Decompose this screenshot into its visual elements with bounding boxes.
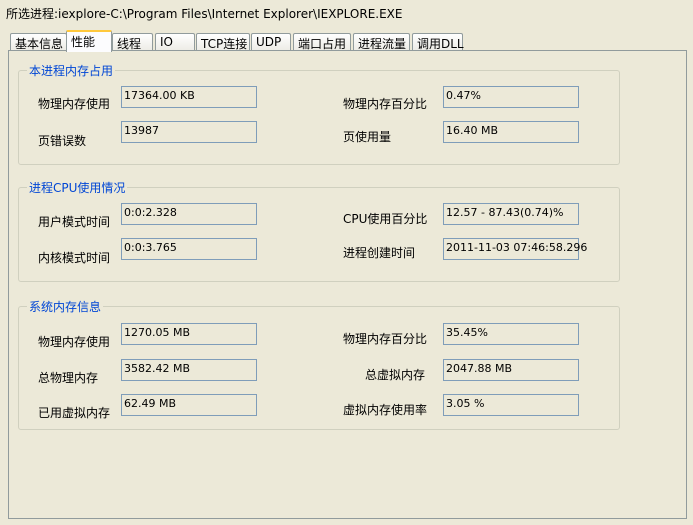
cpu-percent-field[interactable]: 12.57 - 87.43(0.74)%	[443, 203, 579, 225]
tab-dll[interactable]: 调用DLL	[412, 33, 464, 51]
kernel-mode-time-field[interactable]: 0:0:3.765	[121, 238, 257, 260]
field-label: 已用虚拟内存	[38, 406, 111, 420]
group-system-memory: 系统内存信息	[18, 298, 620, 430]
group-title: 本进程内存占用	[27, 62, 116, 79]
field-label: 物理内存百分比	[343, 332, 428, 346]
field-label: 总物理内存	[38, 371, 99, 385]
total-physical-memory-field[interactable]: 3582.42 MB	[121, 359, 257, 381]
field-label: 物理内存使用	[38, 335, 111, 349]
total-virtual-memory-field[interactable]: 2047.88 MB	[443, 359, 579, 381]
tab-io[interactable]: IO	[155, 33, 195, 51]
group-process-cpu: 进程CPU使用情况	[18, 179, 620, 282]
field-label: 总虚拟内存	[365, 368, 426, 382]
system-physical-memory-field[interactable]: 1270.05 MB	[121, 323, 257, 345]
tab-tcp[interactable]: TCP连接	[196, 33, 250, 51]
virtual-memory-usage-rate-field[interactable]: 3.05 %	[443, 394, 579, 416]
group-title: 系统内存信息	[27, 298, 104, 315]
selected-process-path: 所选进程:iexplore-C:\Program Files\Internet …	[6, 7, 403, 21]
tab-traffic[interactable]: 进程流量	[353, 33, 410, 51]
field-label: 物理内存使用	[38, 97, 111, 111]
physical-memory-percent-field[interactable]: 0.47%	[443, 86, 579, 108]
field-label: CPU使用百分比	[343, 212, 428, 226]
tab-performance[interactable]: 性能	[66, 30, 112, 52]
process-create-time-field[interactable]: 2011-11-03 07:46:58.296	[443, 238, 587, 260]
page-faults-field[interactable]: 13987	[121, 121, 257, 143]
field-label: 页错误数	[38, 134, 87, 148]
system-physical-percent-field[interactable]: 35.45%	[443, 323, 579, 345]
used-virtual-memory-field[interactable]: 62.49 MB	[121, 394, 257, 416]
tab-threads[interactable]: 线程	[112, 33, 153, 51]
group-title: 进程CPU使用情况	[27, 179, 128, 196]
field-label: 页使用量	[343, 130, 392, 144]
physical-memory-field[interactable]: 17364.00 KB	[121, 86, 257, 108]
field-label: 虚拟内存使用率	[343, 403, 428, 417]
page-usage-field[interactable]: 16.40 MB	[443, 121, 579, 143]
field-label: 进程创建时间	[343, 246, 416, 260]
tab-udp[interactable]: UDP	[251, 33, 291, 51]
tab-basic-info[interactable]: 基本信息	[10, 33, 67, 51]
group-process-memory: 本进程内存占用	[18, 62, 620, 165]
tab-ports[interactable]: 端口占用	[293, 33, 351, 51]
field-label: 内核模式时间	[38, 251, 111, 265]
field-label: 用户模式时间	[38, 215, 111, 229]
user-mode-time-field[interactable]: 0:0:2.328	[121, 203, 257, 225]
field-label: 物理内存百分比	[343, 97, 428, 111]
